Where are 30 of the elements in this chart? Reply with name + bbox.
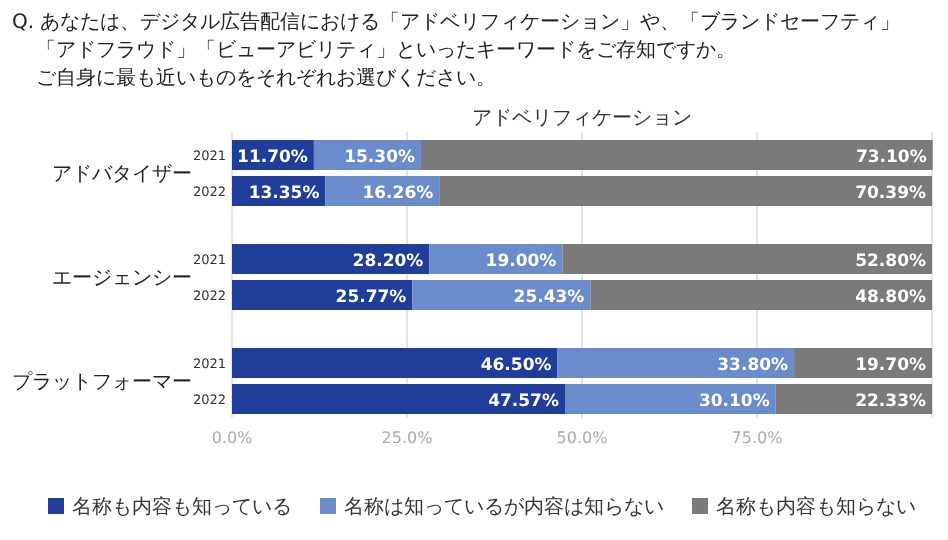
data-label: 19.00% <box>485 252 558 272</box>
x-tick-label: 0.0% <box>211 429 254 448</box>
x-tick-label: 25.0% <box>381 429 434 448</box>
data-label: 25.77% <box>335 288 408 308</box>
legend-label: 名称は知っているが内容は知らない <box>344 495 664 519</box>
data-label: 73.10% <box>855 148 928 168</box>
text: エージェンシー <box>52 268 192 290</box>
data-label: 19.70% <box>855 356 927 376</box>
data-label: 13.35% <box>248 184 321 204</box>
data-label: 47.57% <box>488 392 560 412</box>
data-label: 48.80% <box>855 288 927 308</box>
data-label: 46.50% <box>480 356 553 376</box>
data-label: 70.39% <box>855 184 927 204</box>
data-label: 33.80% <box>717 356 790 376</box>
data-label: 15.30% <box>344 148 416 168</box>
data-label: 52.80% <box>855 252 927 272</box>
x-tick-label: 50.0% <box>556 429 609 448</box>
data-label: 25.43% <box>513 288 586 308</box>
chart-subtitle: アドベリフィケーション <box>472 108 692 130</box>
data-label: 11.70% <box>237 148 309 168</box>
data-label: 28.20% <box>352 252 425 272</box>
text: プラットフォーマー <box>12 370 192 394</box>
legend-label: 名称も内容も知らない <box>716 495 916 519</box>
x-tick-label: 75.0% <box>731 429 784 448</box>
data-label: 30.10% <box>698 392 771 412</box>
data-label: 22.33% <box>855 392 927 412</box>
legend-label: 名称も内容も知っている <box>72 495 292 519</box>
data-label: 16.26% <box>362 184 435 204</box>
chart-title: Q. あなたは、デジタル広告配信における「アドベリフィケーション」や、「ブランドセーフティ」「アドフラウド」「ビューアビリティ」といったキーワードをご存知ですか。ご自身に最も近いものをそれぞれお選びください。 <box>12 10 901 90</box>
text: アドバタイザー <box>52 164 192 186</box>
